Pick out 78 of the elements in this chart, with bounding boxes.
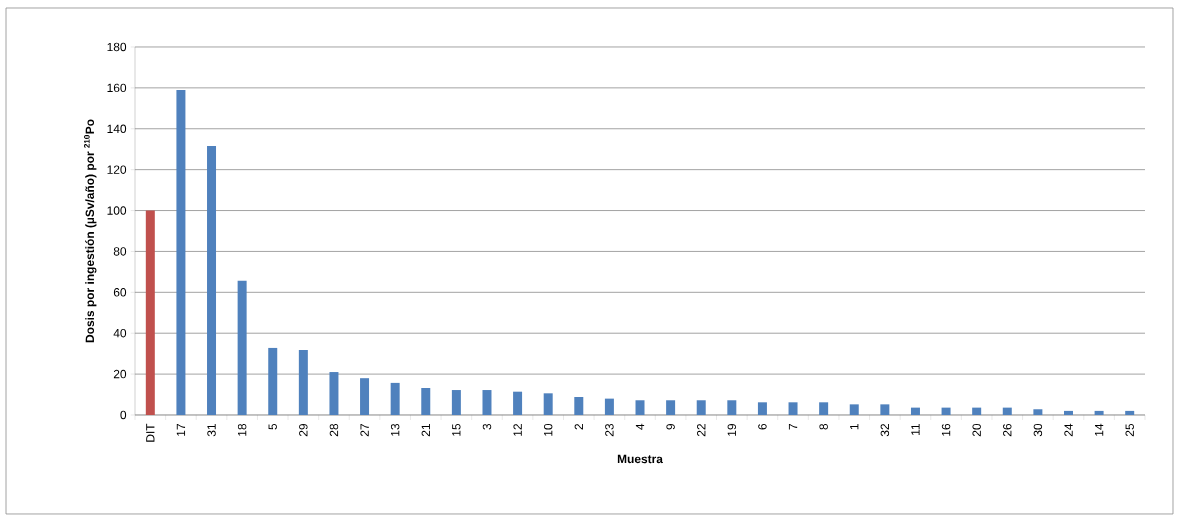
bar [1094,410,1104,415]
bar [268,347,278,415]
x-tick-label: 28 [329,423,339,437]
x-tick-label: 3 [482,423,492,430]
y-tick-label: 60 [113,288,127,297]
x-tick-label: 7 [788,424,798,430]
bar [237,280,247,415]
bar [421,388,431,415]
y-tick-label: 80 [113,247,127,256]
y-axis-title: Dosis por ingestión (µSv/año) por $^{210}$Po [84,119,97,343]
bar [849,404,859,415]
x-tick-label: 26 [1003,423,1012,437]
x-tick-label: 14 [1094,423,1104,436]
x-tick-label: 13 [390,423,400,436]
bar [574,397,584,415]
x-tick-label: 9 [666,423,675,430]
bar [451,390,461,415]
x-tick-label: 4 [635,423,645,430]
bar [298,349,308,415]
y-tick-label: 100 [107,206,127,215]
bar [757,402,767,415]
bar [1063,410,1073,415]
x-tick-label: 21 [421,424,430,437]
bar [910,407,920,415]
bar [941,407,951,415]
x-tick-label: 10 [543,423,553,436]
y-tick-label: 180 [107,42,127,52]
bar [329,372,339,415]
y-tick-label: 40 [113,328,127,338]
bar [207,145,217,415]
bar [972,407,982,415]
x-axis-title: Muestra [617,454,663,464]
bar [819,402,829,415]
x-tick-label: 15 [452,423,461,436]
bar [543,393,553,415]
x-tick-label: 24 [1064,423,1073,437]
x-tick-label: 30 [1033,423,1043,437]
y-tick-label: 120 [107,165,127,174]
y-tick-label: 20 [113,369,127,379]
x-tick-label: 18 [237,423,247,436]
bar [360,378,370,415]
x-tick-label: 32 [880,424,890,437]
x-tick-label: 27 [360,424,369,437]
x-tick-label: 17 [176,424,186,436]
bar [604,398,614,415]
x-tick-label: 25 [1125,423,1134,437]
x-tick-label: 22 [697,424,706,437]
bar [880,404,890,415]
x-tick-label: DIT [146,423,155,442]
x-tick-label: 23 [605,423,614,437]
bar [145,210,155,415]
bar [390,382,400,415]
x-tick-label: 29 [299,424,308,437]
bar [788,402,798,415]
bar [513,391,523,415]
x-tick-label: 6 [758,423,767,430]
x-tick-label: 1 [850,424,859,430]
x-tick-label: 19 [727,424,737,436]
bar [1125,410,1135,415]
x-tick-label: 12 [513,424,522,436]
bar [727,400,737,415]
bar [482,390,492,415]
bar [635,400,645,415]
y-tick-label: 0 [120,410,127,420]
x-tick-label: 2 [574,424,583,430]
x-tick-label: 16 [941,423,951,436]
bar [1033,409,1043,415]
y-tick-label: 160 [107,83,127,93]
bar [1002,407,1012,415]
x-tick-label: 20 [972,423,981,437]
y-tick-label: 140 [107,124,127,133]
bar [176,89,186,415]
bar [696,400,706,415]
x-tick-label: 31 [207,424,216,437]
bar [666,400,676,415]
x-tick-label: 11 [911,424,920,435]
x-tick-label: 5 [268,423,277,430]
x-tick-label: 8 [819,423,828,430]
